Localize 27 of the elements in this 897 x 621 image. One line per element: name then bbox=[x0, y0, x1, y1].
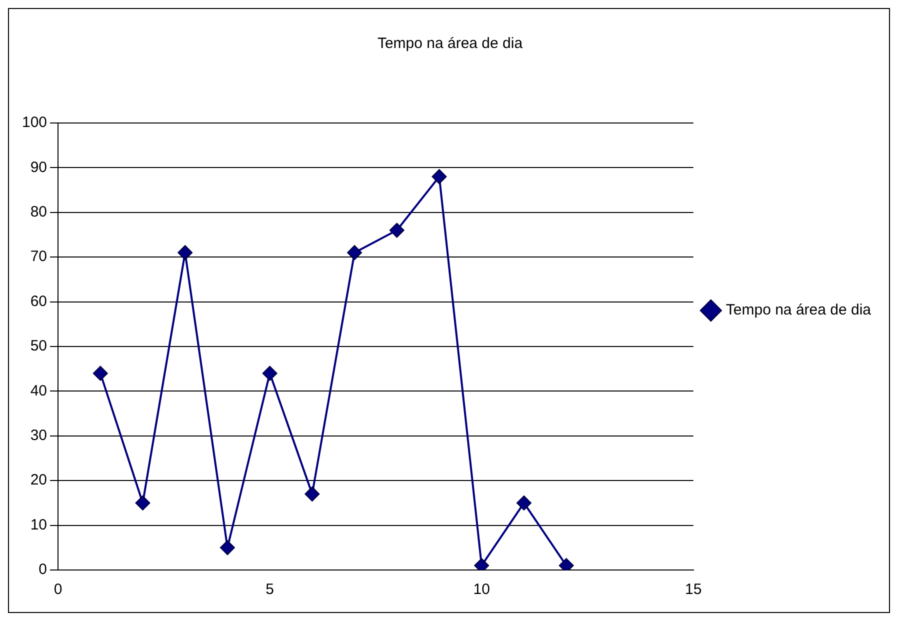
point bbox=[304, 486, 320, 502]
x-tick-label: 5 bbox=[266, 581, 274, 598]
point bbox=[220, 540, 235, 556]
x-tick-label: 10 bbox=[473, 581, 490, 598]
y-tick-label: 20 bbox=[30, 472, 48, 489]
y-tick-label: 30 bbox=[30, 427, 48, 444]
point bbox=[432, 169, 447, 184]
point bbox=[262, 366, 278, 381]
x-tick-label: 15 bbox=[685, 581, 702, 598]
y-tick-label: 0 bbox=[38, 561, 48, 578]
y-tick-label: 50 bbox=[30, 338, 48, 355]
chart-title: Tempo na área de dia bbox=[377, 35, 524, 52]
point bbox=[178, 245, 193, 260]
legend-label: Tempo na área de dia bbox=[726, 302, 872, 319]
x-tick-label: 0 bbox=[54, 581, 62, 598]
y-tick-label: 40 bbox=[30, 382, 48, 400]
y-tick-label: 60 bbox=[30, 292, 48, 310]
point bbox=[92, 366, 108, 381]
y-tick-label: 90 bbox=[30, 158, 48, 176]
y-tick-label: 80 bbox=[30, 204, 48, 221]
point bbox=[516, 495, 532, 510]
point bbox=[389, 222, 404, 238]
y-tick-label: 10 bbox=[30, 516, 48, 534]
point bbox=[135, 495, 150, 510]
point bbox=[347, 245, 362, 260]
y-tick-label: 70 bbox=[30, 248, 48, 266]
y-tick-label: 100 bbox=[22, 114, 48, 132]
